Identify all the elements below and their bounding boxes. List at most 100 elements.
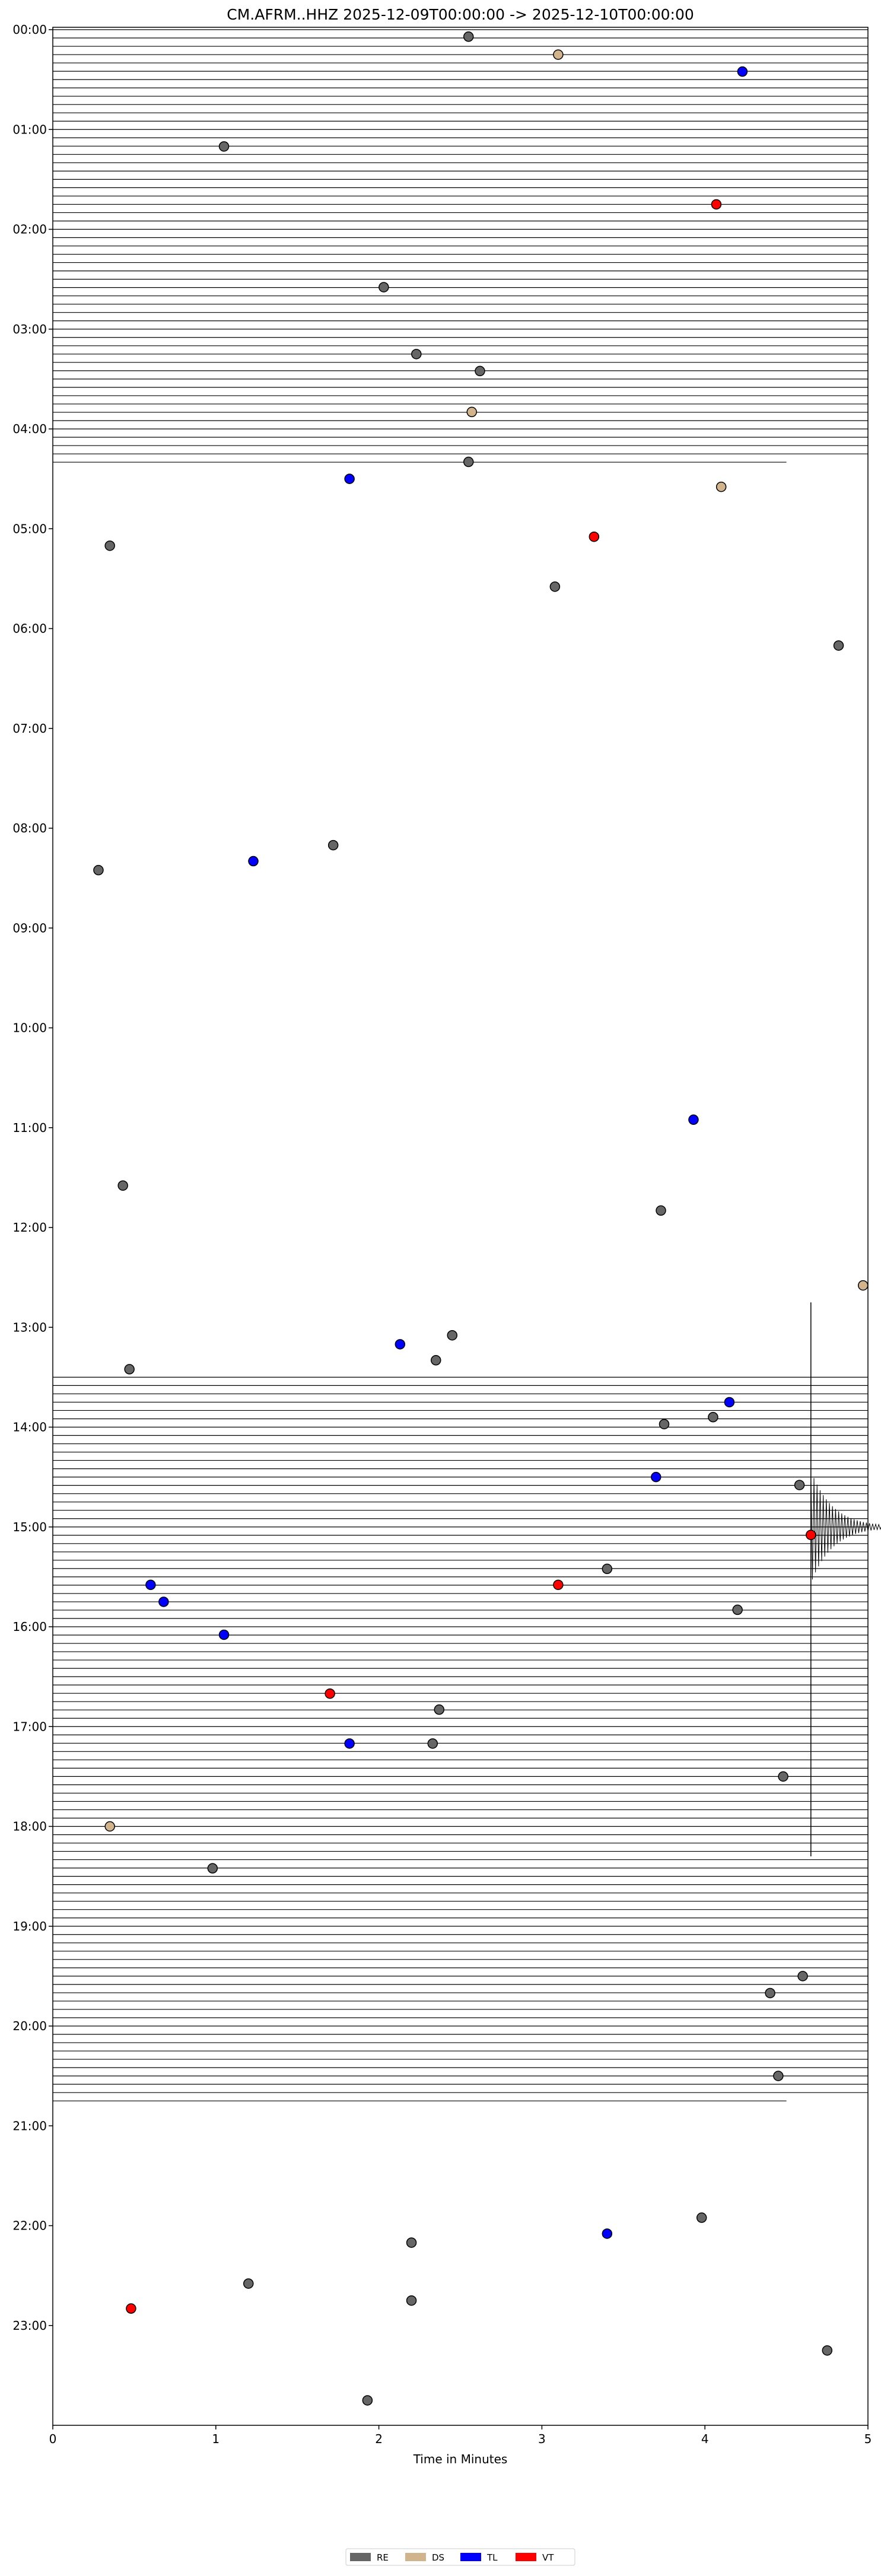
- event-marker-ds: [715, 481, 727, 492]
- event-marker-re: [379, 282, 389, 292]
- x-axis-label: Time in Minutes: [413, 2452, 508, 2466]
- event-marker-re: [447, 1330, 458, 1341]
- x-tick-label: 0: [49, 2432, 57, 2446]
- y-tick-label: 03:00: [12, 322, 47, 336]
- event-marker-tl: [248, 856, 259, 867]
- event-marker-tl: [344, 1738, 355, 1749]
- event-marker-re: [243, 2278, 254, 2289]
- event-marker-vt: [711, 199, 722, 210]
- y-tick-label: 00:00: [12, 23, 47, 37]
- y-tick-label: 20:00: [12, 2019, 47, 2033]
- x-tick-label: 2: [375, 2432, 383, 2446]
- event-marker-re: [773, 2071, 784, 2081]
- legend: RE DS TL VT: [345, 2548, 575, 2566]
- event-marker-re: [207, 1863, 218, 1874]
- y-tick-label: 02:00: [12, 222, 47, 237]
- y-tick-label: 16:00: [12, 1620, 47, 1634]
- y-tick-label: 17:00: [12, 1719, 47, 1734]
- y-tick-label: 13:00: [12, 1320, 47, 1334]
- y-axis-ticks: 00:00 01:00 02:00 03:00 04:00 05:00 06:00 07:00…: [12, 23, 53, 2333]
- x-tick-label: 5: [864, 2432, 872, 2446]
- event-marker-tl: [158, 1597, 169, 1607]
- y-tick-label: 09:00: [12, 921, 47, 935]
- y-tick-label: 10:00: [12, 1021, 47, 1035]
- event-marker-re: [778, 1771, 788, 1782]
- event-markers: [93, 31, 869, 2406]
- event-marker-tl: [688, 1114, 699, 1125]
- event-marker-re: [327, 839, 339, 851]
- event-marker-re: [822, 2345, 833, 2356]
- y-tick-label: 08:00: [12, 821, 47, 835]
- legend-label-vt: VT: [542, 2552, 554, 2563]
- y-tick-label: 05:00: [12, 521, 47, 536]
- event-marker-re: [797, 1971, 808, 1982]
- y-tick-label: 22:00: [12, 2219, 47, 2233]
- y-tick-label: 12:00: [12, 1220, 47, 1235]
- event-marker-tl: [218, 1629, 230, 1640]
- legend-label-re: RE: [377, 2552, 389, 2563]
- chart-title: CM.AFRM..HHZ 2025-12-09T00:00:00 -> 2025…: [227, 6, 694, 23]
- event-marker-re: [218, 141, 230, 152]
- event-marker-tl: [145, 1579, 156, 1591]
- event-marker-ds: [466, 406, 477, 418]
- y-tick-label: 19:00: [12, 1919, 47, 1933]
- event-marker-re: [659, 1419, 670, 1430]
- event-marker-vt: [589, 531, 600, 542]
- event-marker-ds: [104, 1821, 115, 1832]
- event-marker-re: [124, 1364, 135, 1375]
- event-marker-re: [117, 1180, 128, 1191]
- event-marker-re: [362, 2395, 373, 2406]
- plot-frame: [52, 27, 869, 2426]
- trace-lines: [53, 29, 868, 2101]
- event-marker-tl: [724, 1397, 735, 1408]
- event-marker-tl: [344, 473, 355, 484]
- legend-swatch-vt: [516, 2553, 536, 2561]
- event-marker-re: [434, 1704, 445, 1715]
- y-tick-label: 14:00: [12, 1420, 47, 1435]
- event-marker-re: [406, 2295, 417, 2306]
- y-tick-label: 11:00: [12, 1121, 47, 1135]
- y-tick-label: 06:00: [12, 622, 47, 636]
- legend-swatch-ds: [405, 2553, 426, 2561]
- event-marker-ds: [858, 1280, 869, 1291]
- y-tick-label: 21:00: [12, 2119, 47, 2133]
- y-tick-label: 23:00: [12, 2319, 47, 2333]
- event-marker-re: [708, 1411, 718, 1423]
- x-tick-label: 4: [701, 2432, 709, 2446]
- x-tick-label: 3: [538, 2432, 546, 2446]
- y-tick-label: 18:00: [12, 1820, 47, 1834]
- event-marker-re: [732, 1604, 743, 1615]
- event-waveform-coda: [810, 1470, 881, 1580]
- event-marker-re: [765, 1987, 775, 1999]
- legend-label-ds: DS: [432, 2552, 444, 2563]
- event-marker-re: [463, 456, 474, 468]
- event-marker-tl: [651, 1471, 661, 1483]
- event-marker-re: [549, 581, 561, 592]
- event-marker-vt: [325, 1688, 335, 1699]
- y-tick-label: 01:00: [12, 122, 47, 136]
- event-marker-re: [93, 864, 104, 876]
- legend-label-tl: TL: [486, 2552, 498, 2563]
- event-marker-tl: [395, 1339, 406, 1350]
- event-marker-vt: [126, 2303, 136, 2314]
- event-marker-re: [463, 31, 474, 42]
- x-tick-label: 1: [212, 2432, 220, 2446]
- y-tick-label: 15:00: [12, 1520, 47, 1534]
- y-tick-label: 04:00: [12, 422, 47, 436]
- y-tick-label: 07:00: [12, 721, 47, 736]
- event-marker-re: [656, 1205, 666, 1216]
- legend-swatch-re: [350, 2553, 371, 2561]
- event-marker-re: [104, 540, 115, 551]
- event-marker-re: [833, 640, 844, 651]
- event-marker-tl: [602, 2228, 613, 2239]
- event-marker-re: [406, 2237, 417, 2248]
- x-axis-ticks: 0 1 2 3 4 5: [49, 2425, 872, 2446]
- event-marker-re: [427, 1738, 438, 1749]
- event-marker-re: [411, 349, 422, 360]
- event-marker-re: [475, 365, 485, 377]
- event-marker-re: [696, 2212, 707, 2223]
- large-event-waveform: [810, 1302, 881, 1856]
- event-marker-re: [794, 1480, 805, 1490]
- event-marker-vt: [553, 1579, 564, 1591]
